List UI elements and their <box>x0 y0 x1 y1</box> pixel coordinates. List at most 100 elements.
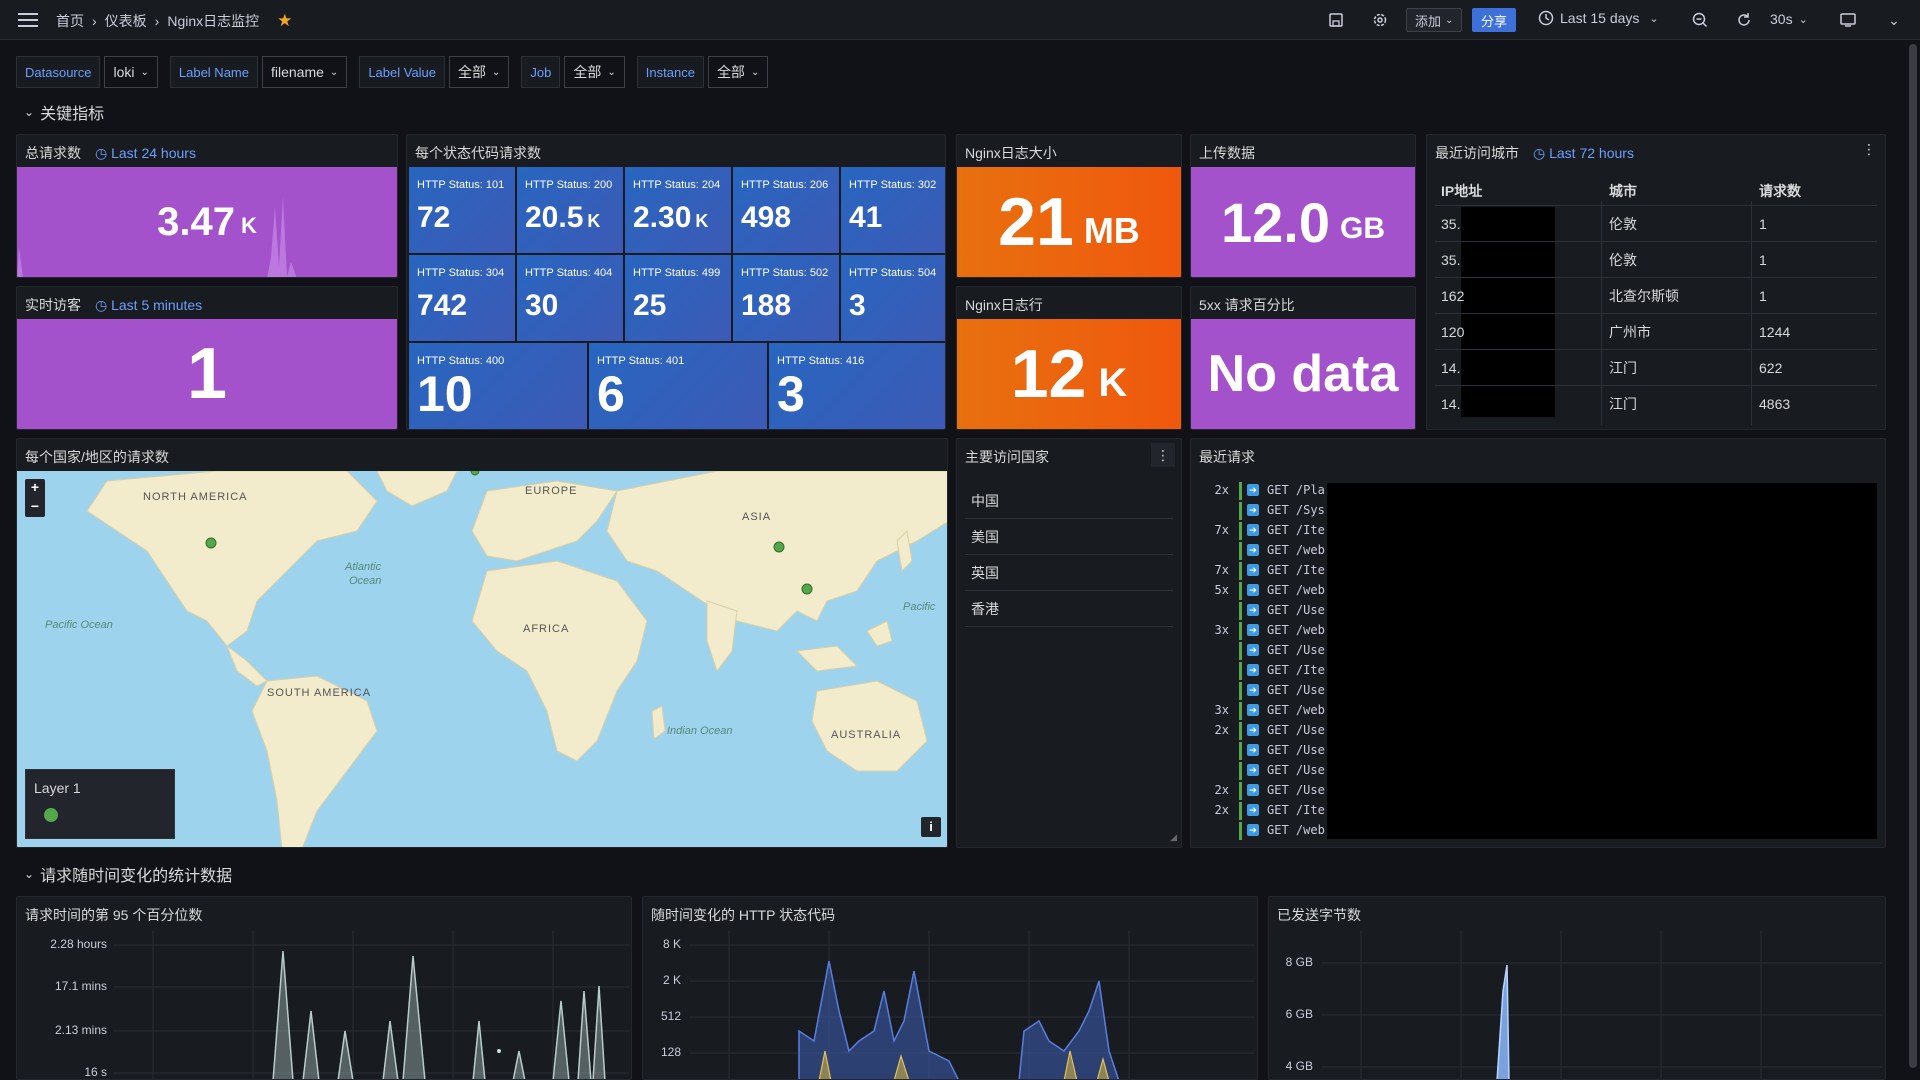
share-button[interactable]: 分享 <box>1472 8 1517 32</box>
zoom-controls: + − <box>25 479 45 517</box>
table-row: 120 广州市 1244 <box>1435 313 1877 349</box>
log-expand-icon[interactable]: ➔ <box>1247 564 1259 576</box>
status-tile-value: 3 <box>777 365 809 423</box>
table-cell-city: 伦敦 <box>1609 251 1637 268</box>
log-expand-icon[interactable]: ➔ <box>1247 484 1259 496</box>
log-line-text[interactable]: GET /Use <box>1267 743 1325 757</box>
log-expand-icon[interactable]: ➔ <box>1247 724 1259 736</box>
log-line-text[interactable]: GET /web <box>1267 703 1325 717</box>
column-header-count[interactable]: 请求数 <box>1759 183 1801 199</box>
log-line-text[interactable]: GET /web <box>1267 823 1325 837</box>
add-button[interactable]: 添加 ⌄ <box>1406 8 1463 32</box>
variable-instance-select[interactable]: 全部 ⌄ <box>707 56 769 88</box>
status-tile-label: HTTP Status: 499 <box>633 267 721 279</box>
map-marker[interactable] <box>801 583 813 595</box>
zoom-in-button[interactable]: + <box>30 479 40 495</box>
variable-label-name-select[interactable]: filename ⌄ <box>262 56 348 88</box>
status-tile-value: 742 <box>417 289 471 323</box>
star-icon[interactable]: ★ <box>277 11 293 30</box>
log-line-text[interactable]: GET /Use <box>1267 683 1325 697</box>
time-picker[interactable]: Last 15 days ⌄ <box>1538 10 1659 26</box>
log-expand-icon[interactable]: ➔ <box>1247 804 1259 816</box>
log-expand-icon[interactable]: ➔ <box>1247 584 1259 596</box>
log-line-text[interactable]: GET /web <box>1267 543 1325 557</box>
resize-handle-icon[interactable]: ◢ <box>1170 832 1177 842</box>
refresh-icon[interactable] <box>1730 6 1758 34</box>
map-marker[interactable] <box>205 537 217 549</box>
breadcrumb-current: Nginx日志监控 <box>167 13 260 29</box>
scrollbar-thumb[interactable] <box>1909 44 1917 1068</box>
panel-menu-icon[interactable]: ⋮ <box>1862 141 1876 157</box>
map-marker[interactable] <box>773 541 785 553</box>
collapse-chevron-icon[interactable]: ⌄ <box>1888 11 1900 28</box>
log-line-text[interactable]: GET /Use <box>1267 763 1325 777</box>
log-line-text[interactable]: GET /Use <box>1267 603 1325 617</box>
log-line-text[interactable]: GET /web <box>1267 623 1325 637</box>
log-line-text[interactable]: GET /Ite <box>1267 803 1325 817</box>
variable-job-select[interactable]: 全部 ⌄ <box>564 56 625 88</box>
log-line-text[interactable]: GET /Pla <box>1267 483 1325 497</box>
log-expand-icon[interactable]: ➔ <box>1247 824 1259 836</box>
status-tile-value: 6 <box>597 365 629 423</box>
stat-value: 1 <box>186 334 228 414</box>
log-expand-icon[interactable]: ➔ <box>1247 504 1259 516</box>
log-line-text[interactable]: GET /Ite <box>1267 663 1325 677</box>
scrollbar[interactable] <box>1906 40 1920 1080</box>
log-line-text[interactable]: GET /Ite <box>1267 563 1325 577</box>
log-expand-icon[interactable]: ➔ <box>1247 764 1259 776</box>
tv-mode-icon[interactable] <box>1834 6 1862 34</box>
log-expand-icon[interactable]: ➔ <box>1247 604 1259 616</box>
log-line-text[interactable]: GET /Use <box>1267 643 1325 657</box>
column-header-ip[interactable]: IP地址 <box>1441 183 1483 199</box>
panel-menu-icon[interactable]: ⋮ <box>1151 443 1175 467</box>
zoom-out-icon[interactable] <box>1686 6 1714 34</box>
panel-title: 最近访问城市 ◷ Last 72 hours <box>1435 143 1634 163</box>
breadcrumb-dashboards[interactable]: 仪表板 <box>104 13 147 29</box>
status-tile: HTTP Status: 206 498 <box>733 167 839 253</box>
map-marker[interactable] <box>470 471 480 476</box>
chevron-down-icon: ⌄ <box>1445 14 1454 26</box>
row-key-metrics[interactable]: ⌄ 关键指标 <box>24 100 104 124</box>
panel-title: 上传数据 <box>1199 145 1255 161</box>
variable-datasource-select[interactable]: loki ⌄ <box>104 56 158 88</box>
stat-value-box: 12.0 GB <box>1191 167 1415 277</box>
log-expand-icon[interactable]: ➔ <box>1247 544 1259 556</box>
row-time-stats[interactable]: ⌄ 请求随时间变化的统计数据 <box>24 862 232 886</box>
status-tile-label: HTTP Status: 200 <box>525 179 613 191</box>
redaction-box <box>1327 483 1877 839</box>
variable-instance-label: Instance <box>636 56 704 88</box>
zoom-out-button[interactable]: − <box>30 498 40 514</box>
breadcrumb-home[interactable]: 首页 <box>56 13 84 29</box>
log-expand-icon[interactable]: ➔ <box>1247 664 1259 676</box>
table-cell-count: 1 <box>1759 251 1767 268</box>
log-expand-icon[interactable]: ➔ <box>1247 644 1259 656</box>
log-expand-icon[interactable]: ➔ <box>1247 784 1259 796</box>
log-level-bar <box>1239 522 1242 540</box>
log-line-text[interactable]: GET /Sys <box>1267 503 1325 517</box>
variable-label-value-select[interactable]: 全部 ⌄ <box>449 56 510 88</box>
save-icon[interactable] <box>1322 6 1350 34</box>
y-tick-label: 17.1 mins <box>54 979 107 993</box>
log-line-text[interactable]: GET /Use <box>1267 723 1325 737</box>
panel-title: 每个状态代码请求数 <box>415 145 541 161</box>
log-expand-icon[interactable]: ➔ <box>1247 744 1259 756</box>
log-expand-icon[interactable]: ➔ <box>1247 684 1259 696</box>
menu-icon[interactable] <box>14 6 42 34</box>
panel-title-text: 实时访客 <box>25 297 81 313</box>
map-attribution-info-button[interactable]: i <box>921 817 941 837</box>
panel-title-text: 总请求数 <box>25 145 81 161</box>
log-line-text[interactable]: GET /Ite <box>1267 523 1325 537</box>
log-line-text[interactable]: GET /Use <box>1267 783 1325 797</box>
refresh-interval-picker[interactable]: 30s ⌄ <box>1770 11 1808 27</box>
log-line-text[interactable]: GET /web <box>1267 583 1325 597</box>
world-map[interactable]: NORTH AMERICA EUROPE ASIA Atlantic Ocean… <box>17 471 947 847</box>
stat-value-box: No data <box>1191 319 1415 429</box>
column-header-city[interactable]: 城市 <box>1609 183 1637 199</box>
log-dedup-count: 7x <box>1214 523 1229 537</box>
log-expand-icon[interactable]: ➔ <box>1247 704 1259 716</box>
log-expand-icon[interactable]: ➔ <box>1247 624 1259 636</box>
log-expand-icon[interactable]: ➔ <box>1247 524 1259 536</box>
status-tile-number: 742 <box>417 289 468 322</box>
gear-icon[interactable] <box>1366 6 1394 34</box>
log-level-bar <box>1239 642 1242 660</box>
